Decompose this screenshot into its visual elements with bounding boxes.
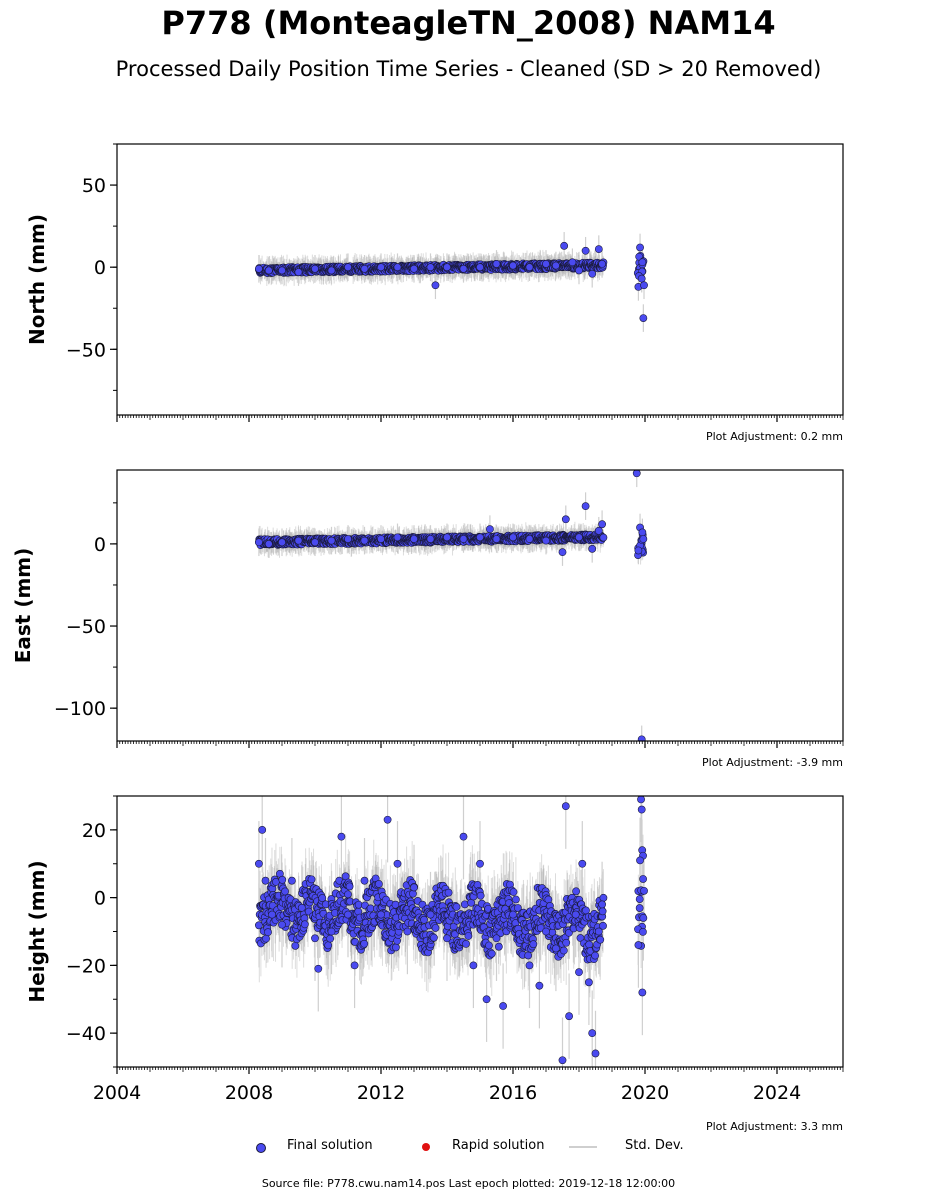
y-tick-label: 50 bbox=[82, 175, 106, 197]
final-solution-point bbox=[560, 241, 569, 250]
chart-title: P778 (MonteagleTN_2008) NAM14 bbox=[161, 4, 776, 42]
y-tick-label: −50 bbox=[66, 616, 106, 638]
final-solution-point bbox=[459, 535, 468, 543]
final-solution-point bbox=[254, 264, 263, 273]
final-solution-point bbox=[568, 258, 577, 267]
y-tick-label: 0 bbox=[94, 534, 106, 556]
final-solution-point bbox=[525, 263, 534, 272]
final-solution-point bbox=[634, 546, 643, 555]
final-solution-point bbox=[509, 533, 517, 542]
final-solution-point bbox=[311, 538, 319, 547]
final-solution-point bbox=[294, 268, 303, 277]
plot-adjustment-label: Plot Adjustment: 0.2 mm bbox=[706, 430, 843, 443]
final-solution-point bbox=[344, 263, 352, 272]
final-solution-point bbox=[344, 535, 352, 543]
final-solution-point bbox=[542, 536, 550, 545]
final-solution-point bbox=[360, 536, 369, 545]
plot-area-1 bbox=[254, 470, 648, 741]
final-solution-point bbox=[575, 266, 583, 275]
final-solution-point bbox=[377, 535, 385, 543]
plot-area-2 bbox=[254, 796, 648, 1067]
final-solution-point bbox=[443, 533, 451, 542]
final-solution-point bbox=[594, 526, 603, 535]
final-solution-point bbox=[264, 540, 273, 548]
plot-frame bbox=[116, 469, 844, 742]
final-solution-point bbox=[588, 269, 597, 278]
final-solution-point bbox=[327, 266, 336, 275]
final-solution-point bbox=[254, 538, 263, 547]
final-solution-point bbox=[393, 533, 402, 542]
final-solution-point bbox=[636, 243, 644, 252]
final-solution-point bbox=[632, 470, 641, 478]
y-tick-label: 0 bbox=[94, 257, 106, 279]
final-solution-point bbox=[443, 263, 451, 272]
final-solution-point bbox=[552, 261, 560, 270]
y-axis-label: East (mm) bbox=[11, 548, 35, 664]
final-solution-point bbox=[431, 281, 440, 290]
y-axis-label: North (mm) bbox=[25, 214, 49, 345]
y-tick-label: −50 bbox=[66, 339, 106, 361]
final-solution-point bbox=[476, 533, 484, 542]
plot-area-0 bbox=[254, 232, 648, 332]
final-solution-point bbox=[311, 264, 319, 273]
final-solution-point bbox=[492, 259, 501, 268]
final-solution-point bbox=[360, 264, 369, 273]
final-solution-point bbox=[594, 245, 603, 254]
final-solution-point bbox=[639, 314, 648, 322]
final-solution-point bbox=[410, 264, 418, 273]
final-solution-point bbox=[525, 535, 534, 543]
final-solution-point bbox=[459, 264, 468, 273]
final-solution-point bbox=[485, 525, 494, 534]
final-solution-point bbox=[264, 266, 273, 275]
final-solution-point bbox=[542, 259, 550, 268]
final-solution-point bbox=[377, 263, 385, 272]
final-solution-point bbox=[476, 263, 484, 272]
final-solution-point bbox=[492, 535, 501, 543]
final-solution-point bbox=[278, 266, 286, 275]
final-solution-point bbox=[598, 520, 606, 529]
final-solution-point bbox=[561, 515, 570, 524]
final-solution-point bbox=[393, 263, 402, 272]
final-solution-point bbox=[638, 528, 647, 537]
final-solution-point bbox=[327, 536, 336, 545]
plot-adjustment-label: Plot Adjustment: -3.9 mm bbox=[702, 756, 843, 769]
final-solution-point bbox=[558, 548, 567, 557]
final-solution-point bbox=[410, 535, 418, 543]
final-solution-point bbox=[581, 502, 590, 511]
final-solution-point bbox=[637, 735, 646, 741]
final-solution-point bbox=[278, 538, 286, 547]
final-solution-point bbox=[639, 535, 648, 543]
panel-1: −100 −50 0 East (mm) Plot Adjustment: -3.9 m… bbox=[11, 469, 844, 769]
final-solution-point bbox=[640, 281, 648, 290]
panel-0: −50 0 50 North (mm) Plot Adjustment: 0.2 mm bbox=[25, 143, 844, 443]
chart-subtitle: Processed Daily Position Time Series - C… bbox=[115, 57, 822, 81]
y-tick-label: −100 bbox=[54, 698, 106, 720]
final-solution-point bbox=[599, 533, 608, 542]
final-solution-point bbox=[588, 544, 597, 553]
final-solution-point bbox=[575, 533, 583, 542]
final-solution-point bbox=[509, 261, 517, 270]
final-solution-point bbox=[598, 259, 606, 268]
final-solution-point bbox=[294, 536, 303, 545]
final-solution-point bbox=[581, 246, 590, 255]
final-solution-point bbox=[637, 274, 646, 283]
final-solution-point bbox=[426, 263, 435, 272]
final-solution-point bbox=[638, 258, 647, 267]
final-solution-point bbox=[426, 535, 435, 543]
